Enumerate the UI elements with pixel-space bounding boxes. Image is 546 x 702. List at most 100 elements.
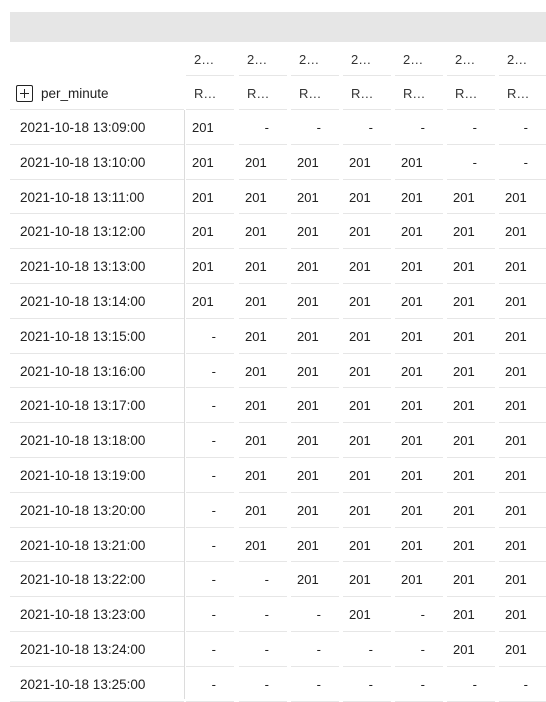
table-cell: 201 [395, 215, 443, 250]
table-cell: - [239, 563, 287, 598]
table-cell: 201 [447, 215, 495, 250]
table-row: 2021-10-18 13:09:00 201- - - - - - [10, 111, 546, 145]
row-timestamp: 2021-10-18 13:14:00 [10, 285, 184, 319]
table-cell: 201 [239, 215, 287, 250]
column-header-top[interactable]: 2… [186, 43, 234, 76]
column-header-bottom[interactable]: R… [499, 77, 546, 110]
table-cell: - [186, 494, 234, 528]
table-cell: - [239, 111, 287, 145]
column-header-bottom[interactable]: R… [343, 77, 391, 110]
table-cell: 201 [343, 181, 391, 215]
table-cell: 201 [499, 181, 546, 215]
table-cell: 201 [343, 389, 391, 424]
column-header-bottom[interactable]: R… [239, 77, 287, 110]
table-cell: 201 [291, 285, 339, 319]
table-cell: - [447, 146, 495, 180]
table-cell: 201 [186, 250, 234, 284]
table-cell: 201 [239, 285, 287, 319]
column-header-top[interactable]: 2… [239, 43, 287, 76]
table-cell: - [343, 633, 391, 667]
table-cell: - [291, 668, 339, 702]
table-cell: 201 [395, 355, 443, 389]
table-cell: 201 [291, 563, 339, 598]
table-cell: - [186, 598, 234, 632]
table-cell: 201 [239, 424, 287, 458]
table-cell: 201 [343, 355, 391, 389]
table-cell: 201 [343, 563, 391, 598]
column-header-bottom[interactable]: R… [186, 77, 234, 110]
table-cell: 201 [447, 250, 495, 284]
table-cell: 201 [395, 250, 443, 284]
table-cell: - [239, 633, 287, 667]
column-header-top[interactable]: 2… [291, 43, 339, 76]
table-toolbar [10, 12, 546, 42]
table-cell: 201 [343, 598, 391, 632]
column-header-row-top: 2… 2… 2… 2… 2… 2… 2… [10, 43, 546, 76]
table-cell: 201 [186, 146, 234, 180]
row-timestamp: 2021-10-18 13:09:00 [10, 111, 184, 145]
table-cell: - [186, 459, 234, 493]
table-cell: 201 [499, 563, 546, 598]
table-cell: 201 [447, 494, 495, 528]
table-cell: 201 [186, 215, 234, 250]
table-cell: 201 [291, 215, 339, 250]
table-cell: 201 [447, 355, 495, 389]
column-header-bottom[interactable]: R… [447, 77, 495, 110]
table-row: 2021-10-18 13:22:00- -201 201 201 201 201 [10, 563, 546, 598]
plus-square-icon[interactable] [16, 85, 33, 102]
table-cell: 201 [499, 215, 546, 250]
column-header-bottom[interactable]: R… [291, 77, 339, 110]
table-row: 2021-10-18 13:10:00 201 201 201 201 201- - [10, 146, 546, 180]
table-cell: 201 [343, 459, 391, 493]
column-header-bottom[interactable]: R… [395, 77, 443, 110]
table-cell: - [291, 111, 339, 145]
table-cell: 201 [395, 529, 443, 563]
table-cell: 201 [447, 389, 495, 424]
table-cell: 201 [186, 111, 234, 145]
row-timestamp: 2021-10-18 13:23:00 [10, 598, 184, 632]
table-cell: 201 [447, 633, 495, 667]
row-timestamp: 2021-10-18 13:21:00 [10, 529, 184, 563]
table-cell: 201 [239, 355, 287, 389]
table-cell: 201 [239, 250, 287, 284]
table-cell: 201 [447, 529, 495, 563]
table-cell: 201 [499, 389, 546, 424]
table-row: 2021-10-18 13:13:00 201 201 201 201 201 201 201 [10, 250, 546, 284]
table-cell: 201 [395, 389, 443, 424]
table-cell: 201 [499, 494, 546, 528]
table-cell: 201 [343, 494, 391, 528]
column-header-top[interactable]: 2… [447, 43, 495, 76]
table-cell: 201 [239, 389, 287, 424]
table-row: 2021-10-18 13:15:00-201 201 201 201 201 201 [10, 320, 546, 354]
table-cell: 201 [395, 285, 443, 319]
table-cell: 201 [343, 424, 391, 458]
table-cell: 201 [291, 459, 339, 493]
table-cell: - [447, 668, 495, 702]
table-cell: 201 [291, 146, 339, 180]
table-cell: - [395, 633, 443, 667]
table-cell: 201 [447, 598, 495, 632]
table-cell: 201 [291, 181, 339, 215]
column-divider [184, 110, 185, 699]
table-cell: 201 [291, 529, 339, 563]
table-row: 2021-10-18 13:17:00-201 201 201 201 201 201 [10, 389, 546, 424]
table-cell: - [239, 668, 287, 702]
table-cell: 201 [343, 146, 391, 180]
table-cell: - [186, 355, 234, 389]
table-cell: 201 [395, 146, 443, 180]
table-cell: - [186, 529, 234, 563]
table-cell: 201 [186, 181, 234, 215]
column-header-top[interactable]: 2… [499, 43, 546, 76]
table-cell: 201 [395, 563, 443, 598]
row-timestamp: 2021-10-18 13:25:00 [10, 668, 184, 702]
row-timestamp: 2021-10-18 13:17:00 [10, 389, 184, 424]
table-cell: 201 [395, 459, 443, 493]
table-row: 2021-10-18 13:25:00- - - - - - - [10, 668, 546, 702]
column-header-top[interactable]: 2… [343, 43, 391, 76]
table-cell: 201 [395, 181, 443, 215]
table-cell: - [186, 633, 234, 667]
column-header-top[interactable]: 2… [395, 43, 443, 76]
table-cell: 201 [291, 250, 339, 284]
table-cell: - [291, 633, 339, 667]
row-timestamp: 2021-10-18 13:20:00 [10, 494, 184, 528]
